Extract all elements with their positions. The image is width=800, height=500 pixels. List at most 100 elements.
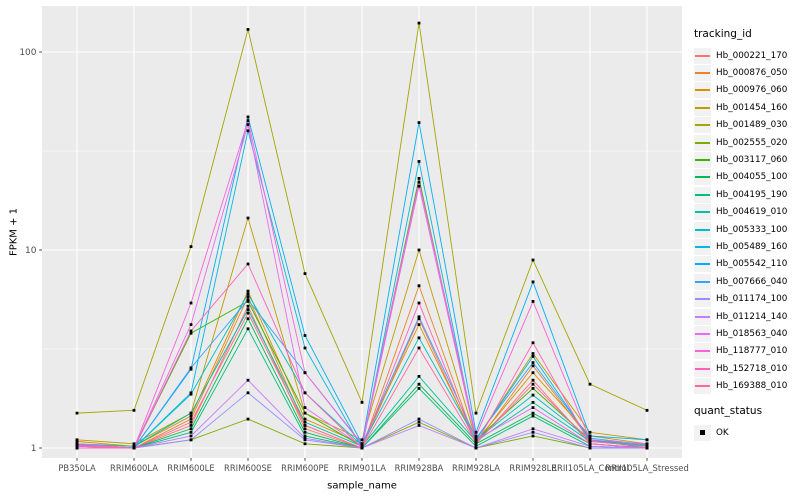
legend-item-Hb_005489_160: Hb_005489_160 <box>694 238 800 255</box>
quant-legend-title: quant_status <box>694 404 763 417</box>
data-point <box>189 329 193 333</box>
data-point <box>417 176 421 180</box>
legend-item-Hb_152718_010: Hb_152718_010 <box>694 360 800 377</box>
data-point <box>417 417 421 421</box>
data-point <box>531 361 535 364</box>
data-point <box>417 284 421 288</box>
legend-item-Hb_001489_030: Hb_001489_030 <box>694 117 800 134</box>
data-point <box>531 364 535 368</box>
data-point <box>360 438 364 442</box>
data-point <box>246 123 250 126</box>
data-point <box>189 417 193 421</box>
data-point <box>75 438 79 442</box>
data-point <box>531 414 535 418</box>
legend-item-label: Hb_004619_010 <box>716 207 788 218</box>
data-point <box>531 280 535 284</box>
data-point <box>474 411 478 415</box>
data-point <box>246 298 250 302</box>
legend-item-label: Hb_004055_100 <box>716 172 788 183</box>
data-point <box>474 439 478 443</box>
data-point <box>189 438 193 442</box>
quant-item-label: OK <box>716 427 729 438</box>
legend-key-swatch <box>694 152 711 169</box>
legend-item-label: Hb_001454_160 <box>716 102 788 113</box>
legend-key-swatch <box>694 186 711 203</box>
x-tick-label: RRIM901LA <box>338 463 386 473</box>
data-point <box>417 336 421 340</box>
data-point <box>189 427 193 431</box>
x-tick-label: RRIM600PE <box>281 463 329 473</box>
data-point <box>132 444 136 448</box>
data-point <box>474 441 478 445</box>
legend-key-swatch <box>694 221 711 238</box>
data-point <box>303 436 307 440</box>
data-point <box>588 382 592 386</box>
data-point <box>246 292 250 296</box>
legend-item-Hb_169388_010: Hb_169388_010 <box>694 377 800 395</box>
data-point <box>417 301 421 305</box>
legend-key-swatch <box>694 47 711 64</box>
data-point <box>531 355 535 358</box>
legend-title: tracking_id <box>694 28 752 40</box>
x-tick-label: RRII105LA_Control <box>551 463 629 473</box>
data-point <box>246 311 250 315</box>
data-point <box>531 400 535 404</box>
data-point <box>531 411 535 415</box>
data-point <box>189 301 193 305</box>
data-point <box>417 248 421 252</box>
x-tick-label: RRIM928BA <box>395 463 444 473</box>
data-point <box>303 430 307 434</box>
legend-key-swatch <box>694 204 711 221</box>
data-point <box>246 289 250 293</box>
y-tick-label: 1 <box>31 444 37 454</box>
data-point <box>246 262 250 266</box>
data-point <box>531 258 535 262</box>
data-point <box>588 439 592 443</box>
data-point <box>474 446 478 450</box>
legend-key-swatch <box>694 238 711 255</box>
legend-key-swatch <box>694 291 711 308</box>
data-point <box>75 444 79 447</box>
data-point <box>246 119 250 123</box>
data-point <box>531 434 535 438</box>
legend-line-sample <box>695 72 710 75</box>
legend-key-swatch <box>694 82 711 99</box>
data-point <box>588 446 592 450</box>
quant-legend-items: OK <box>694 424 800 441</box>
legend-item-Hb_000876_050: Hb_000876_050 <box>694 64 800 82</box>
data-point <box>417 180 421 184</box>
quant-key-swatch <box>694 424 711 441</box>
x-tick-label: RRII105LA_Stressed <box>605 463 689 473</box>
data-point <box>303 434 307 438</box>
legend-item-label: Hb_169388_010 <box>716 381 788 392</box>
legend-key-swatch <box>694 343 711 360</box>
data-point <box>645 442 649 446</box>
data-point <box>417 315 421 319</box>
data-point <box>474 430 478 434</box>
legend-line-sample <box>695 141 710 144</box>
data-point <box>417 317 421 321</box>
legend-key-swatch <box>694 134 711 151</box>
data-point <box>531 406 535 409</box>
data-point <box>246 378 250 382</box>
legend-line-sample <box>695 106 710 109</box>
legend-key-swatch <box>694 360 711 377</box>
data-point <box>189 420 193 424</box>
data-point <box>531 427 535 431</box>
legend-line-sample <box>695 245 710 248</box>
legend-line-sample <box>695 176 710 179</box>
data-point <box>246 216 250 220</box>
data-point <box>75 411 79 415</box>
legend-item-label: Hb_005333_100 <box>716 224 788 235</box>
data-point <box>531 371 535 375</box>
legend-item-label: Hb_011214_140 <box>716 311 788 322</box>
data-point <box>303 424 307 427</box>
data-point <box>645 438 649 442</box>
x-tick-label: RRIM600SE <box>224 463 272 473</box>
legend-line-sample <box>695 332 710 335</box>
data-point <box>303 442 307 446</box>
data-point <box>189 424 193 427</box>
data-point <box>303 272 307 275</box>
